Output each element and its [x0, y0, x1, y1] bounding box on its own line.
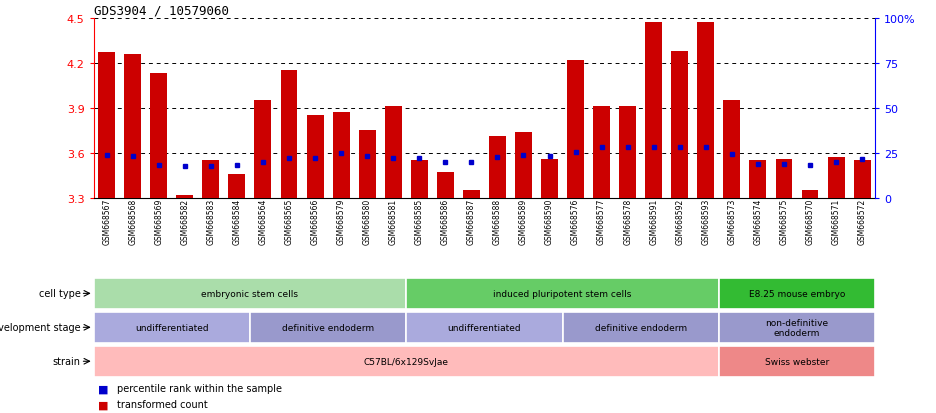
Bar	[750, 161, 767, 198]
Text: GSM668586: GSM668586	[441, 198, 450, 244]
Text: GSM668588: GSM668588	[493, 198, 502, 244]
Text: GSM668577: GSM668577	[597, 198, 607, 244]
Bar	[620, 107, 636, 198]
Text: induced pluripotent stem cells: induced pluripotent stem cells	[493, 289, 632, 298]
Text: non-definitive
endoderm: non-definitive endoderm	[766, 318, 828, 337]
Text: cell type: cell type	[38, 289, 80, 299]
Bar	[332, 113, 349, 198]
Text: E8.25 mouse embryo: E8.25 mouse embryo	[749, 289, 845, 298]
Text: GSM668574: GSM668574	[753, 198, 763, 244]
Bar	[463, 191, 480, 198]
Text: GSM668578: GSM668578	[623, 198, 632, 244]
Text: transformed count: transformed count	[117, 399, 208, 409]
Bar	[151, 74, 168, 198]
Bar	[411, 161, 428, 198]
Text: GSM668579: GSM668579	[337, 198, 345, 244]
Bar	[124, 55, 141, 198]
Text: GSM668575: GSM668575	[780, 198, 788, 244]
Bar	[202, 161, 219, 198]
Bar	[307, 116, 324, 198]
FancyBboxPatch shape	[563, 312, 719, 343]
Text: GSM668590: GSM668590	[545, 198, 554, 244]
Text: strain: strain	[52, 356, 80, 366]
Text: embryonic stem cells: embryonic stem cells	[201, 289, 299, 298]
Bar	[281, 71, 298, 198]
Text: GSM668570: GSM668570	[806, 198, 814, 244]
Text: GSM668565: GSM668565	[285, 198, 294, 244]
Bar	[593, 107, 610, 198]
Text: definitive endoderm: definitive endoderm	[282, 323, 374, 332]
Text: GSM668567: GSM668567	[102, 198, 111, 244]
Text: percentile rank within the sample: percentile rank within the sample	[117, 384, 282, 394]
Text: GSM668580: GSM668580	[362, 198, 372, 244]
FancyBboxPatch shape	[250, 312, 406, 343]
Bar	[776, 159, 793, 198]
Text: GSM668569: GSM668569	[154, 198, 163, 244]
Bar	[358, 131, 375, 198]
Text: undifferentiated: undifferentiated	[135, 323, 209, 332]
FancyBboxPatch shape	[406, 278, 719, 309]
Text: GSM668587: GSM668587	[467, 198, 475, 244]
Bar	[255, 101, 271, 198]
Text: GDS3904 / 10579060: GDS3904 / 10579060	[94, 5, 228, 17]
Bar	[671, 52, 688, 198]
Text: definitive endoderm: definitive endoderm	[594, 323, 687, 332]
FancyBboxPatch shape	[94, 278, 406, 309]
Bar	[801, 191, 818, 198]
Bar	[541, 159, 558, 198]
Text: GSM668591: GSM668591	[650, 198, 658, 244]
FancyBboxPatch shape	[94, 346, 719, 377]
Text: Swiss webster: Swiss webster	[765, 357, 829, 366]
Bar	[515, 132, 532, 198]
Text: GSM668564: GSM668564	[258, 198, 268, 244]
Text: undifferentiated: undifferentiated	[447, 323, 521, 332]
Bar	[567, 61, 584, 198]
FancyBboxPatch shape	[719, 312, 875, 343]
Text: ■: ■	[98, 384, 109, 394]
Text: GSM668568: GSM668568	[128, 198, 138, 244]
Text: GSM668583: GSM668583	[206, 198, 215, 244]
Text: GSM668585: GSM668585	[415, 198, 424, 244]
Bar	[385, 107, 402, 198]
Bar	[489, 137, 505, 198]
Text: ■: ■	[98, 399, 109, 409]
Text: GSM668572: GSM668572	[857, 198, 867, 244]
Text: development stage: development stage	[0, 323, 80, 332]
Text: GSM668582: GSM668582	[181, 198, 189, 244]
Text: GSM668571: GSM668571	[831, 198, 841, 244]
Text: GSM668573: GSM668573	[727, 198, 737, 244]
Text: GSM668576: GSM668576	[571, 198, 580, 244]
Text: GSM668589: GSM668589	[519, 198, 528, 244]
Text: C57BL/6x129SvJae: C57BL/6x129SvJae	[364, 357, 448, 366]
Bar	[697, 23, 714, 198]
Bar	[854, 161, 870, 198]
Text: GSM668584: GSM668584	[232, 198, 241, 244]
Text: GSM668593: GSM668593	[701, 198, 710, 244]
Bar	[176, 195, 193, 198]
Text: GSM668581: GSM668581	[388, 198, 398, 244]
Bar	[724, 101, 740, 198]
Bar	[827, 158, 844, 198]
Bar	[645, 23, 662, 198]
Bar	[98, 53, 115, 198]
FancyBboxPatch shape	[406, 312, 563, 343]
Text: GSM668566: GSM668566	[311, 198, 319, 244]
Bar	[228, 174, 245, 198]
Bar	[437, 173, 454, 198]
FancyBboxPatch shape	[94, 312, 250, 343]
Text: GSM668592: GSM668592	[675, 198, 684, 244]
FancyBboxPatch shape	[719, 278, 875, 309]
FancyBboxPatch shape	[719, 346, 875, 377]
